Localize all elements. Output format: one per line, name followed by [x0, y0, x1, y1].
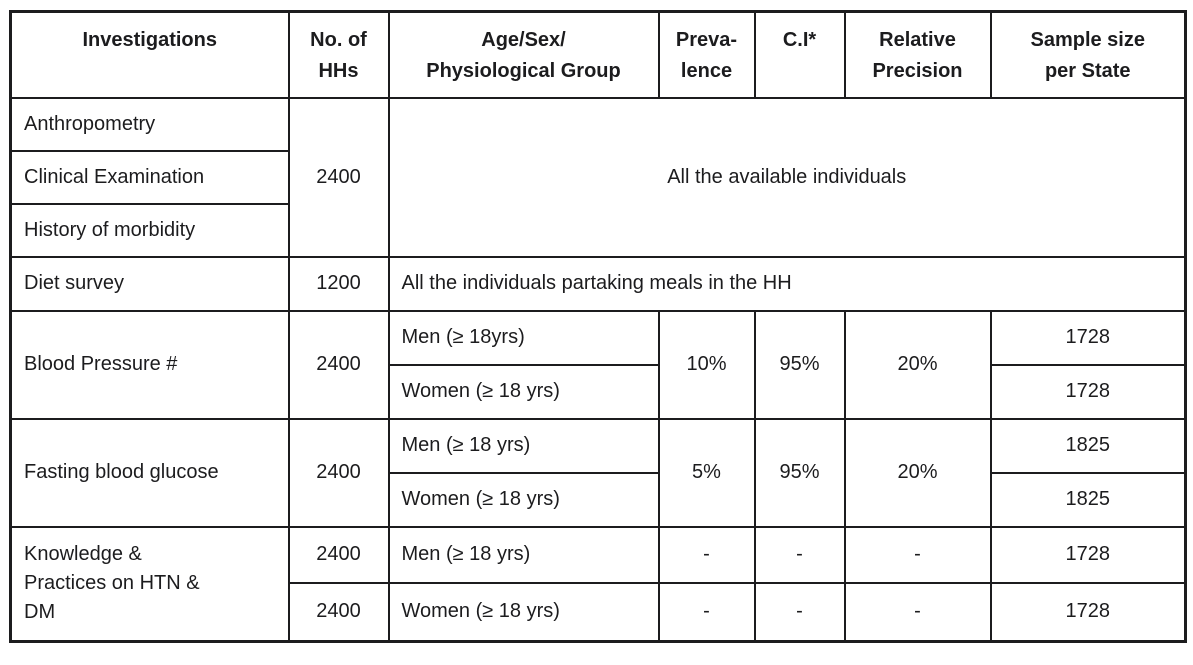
header-cell-age-sex-group: Age/Sex/ Physiological Group — [387, 10, 660, 99]
cell-diet-group: All the individuals partaking meals in t… — [387, 255, 1187, 312]
cell-fbg-women-sample: 1825 — [989, 471, 1187, 528]
table-row-anthropometry: Anthropometry 2400 All the available ind… — [9, 96, 1187, 258]
table-header-row: Investigations No. of HHs Age/Sex/ Physi… — [9, 10, 1187, 99]
cell-bp-men-sample: 1728 — [989, 309, 1187, 366]
table-row-fasting-glucose-women: Women (≥ 18 yrs) 1825 — [11, 471, 1187, 528]
table-row-blood-pressure-women: Women (≥ 18 yrs) 1728 — [11, 363, 1187, 420]
cell-blood-pressure: Blood Pressure # — [9, 309, 290, 420]
cell-kp-women-sample: 1728 — [989, 581, 1187, 643]
cell-anthro-section-hhs: 2400 — [287, 96, 390, 258]
cell-fbg-men-sample: 1825 — [989, 417, 1187, 474]
cell-bp-prevalence: 10% — [657, 309, 756, 420]
table-row-history-of-morbidity: History of morbidity — [9, 202, 1186, 258]
header-cell-relative-precision: Relative Precision — [843, 10, 992, 99]
cell-bp-relative-precision: 20% — [843, 309, 992, 420]
cell-fbg-ci: 95% — [753, 417, 846, 528]
cell-kp-women-group: Women (≥ 18 yrs) — [387, 581, 660, 643]
cell-bp-hhs: 2400 — [287, 309, 390, 420]
cell-bp-women-group: Women (≥ 18 yrs) — [387, 363, 660, 420]
table-row-knowledge-practices-men: Knowledge & Practices on HTN & DM 2400 M… — [9, 525, 1187, 643]
table-row-blood-pressure-men: Blood Pressure # 2400 Men (≥ 18yrs) 10% … — [9, 309, 1187, 420]
header-cell-ci: C.I* — [753, 10, 846, 99]
cell-knowledge-practices: Knowledge & Practices on HTN & DM — [9, 525, 290, 643]
header-cell-investigations: Investigations — [9, 10, 290, 99]
cell-diet-survey: Diet survey — [9, 255, 290, 312]
cell-kp-women-hhs: 2400 — [287, 581, 390, 643]
cell-fbg-women-group: Women (≥ 18 yrs) — [387, 471, 660, 528]
table-row-clinical-examination: Clinical Examination — [9, 149, 1186, 205]
header-cell-no-of-hhs: No. of HHs — [287, 10, 390, 99]
table-header: Investigations No. of HHs Age/Sex/ Physi… — [9, 10, 1187, 99]
cell-kp-men-group: Men (≥ 18 yrs) — [387, 525, 660, 584]
table-row-knowledge-practices-women: 2400 Women (≥ 18 yrs) - - - 1728 — [11, 581, 1187, 643]
cell-bp-men-group: Men (≥ 18yrs) — [387, 309, 660, 366]
header-cell-prevalence: Preva- lence — [657, 10, 756, 99]
sampling-design-table: Investigations No. of HHs Age/Sex/ Physi… — [9, 10, 1187, 643]
cell-kp-men-prevalence: - — [657, 525, 756, 584]
cell-diet-hhs: 1200 — [287, 255, 390, 312]
cell-kp-men-hhs: 2400 — [287, 525, 390, 584]
cell-fbg-relative-precision: 20% — [843, 417, 992, 528]
cell-clinical-examination: Clinical Examination — [9, 149, 290, 205]
cell-kp-women-ci: - — [753, 581, 846, 643]
cell-kp-men-ci: - — [753, 525, 846, 584]
cell-fbg-hhs: 2400 — [287, 417, 390, 528]
cell-bp-women-sample: 1728 — [989, 363, 1187, 420]
cell-history-of-morbidity: History of morbidity — [9, 202, 290, 258]
cell-kp-men-relative-precision: - — [843, 525, 992, 584]
table-body: Anthropometry 2400 All the available ind… — [9, 96, 1187, 643]
cell-fasting-blood-glucose: Fasting blood glucose — [9, 417, 290, 528]
cell-anthro-section-group: All the available individuals — [387, 96, 1187, 258]
cell-kp-women-relative-precision: - — [843, 581, 992, 643]
cell-fbg-prevalence: 5% — [657, 417, 756, 528]
cell-anthropometry: Anthropometry — [9, 96, 290, 152]
table-row-fasting-glucose-men: Fasting blood glucose 2400 Men (≥ 18 yrs… — [9, 417, 1187, 528]
cell-bp-ci: 95% — [753, 309, 846, 420]
table-row-diet-survey: Diet survey 1200 All the individuals par… — [9, 255, 1187, 312]
cell-kp-women-prevalence: - — [657, 581, 756, 643]
header-cell-sample-size-per-state: Sample size per State — [989, 10, 1187, 99]
cell-fbg-men-group: Men (≥ 18 yrs) — [387, 417, 660, 474]
cell-kp-men-sample: 1728 — [989, 525, 1187, 584]
